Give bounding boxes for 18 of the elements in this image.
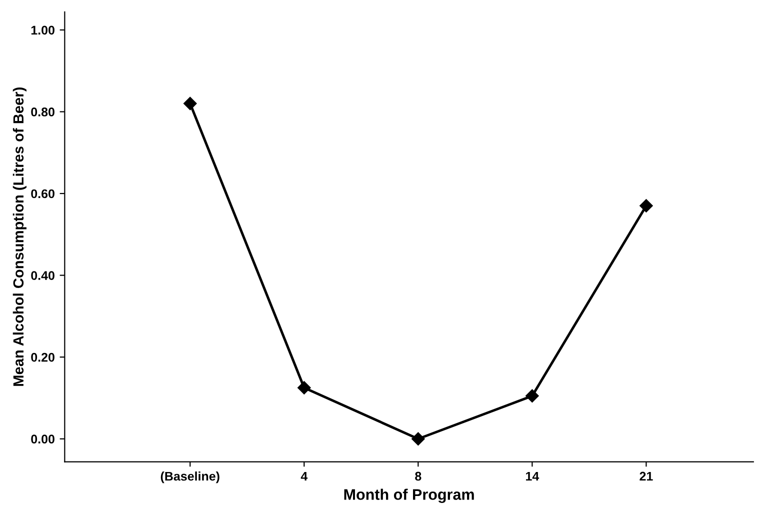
point: [298, 381, 311, 394]
y-tick-label: 0.20: [31, 352, 54, 362]
x-tick-label: 14: [526, 472, 540, 481]
x-tick-label: 21: [640, 472, 653, 481]
x-axis-title: Month of Program: [344, 488, 474, 503]
y-tick-label: 0.80: [31, 108, 54, 116]
x-tick-label: 8: [415, 472, 422, 481]
y-tick-label: 0.40: [31, 271, 54, 280]
y-axis-title: Mean Alcohol Consumption (Litres of Beer): [12, 88, 26, 386]
point: [526, 389, 539, 403]
y-tick-label: 1.00: [31, 26, 54, 35]
point: [184, 96, 197, 110]
y-tick-label: 0.00: [31, 434, 54, 444]
point: [640, 199, 653, 212]
point: [412, 432, 425, 446]
x-tick-label: (Baseline): [160, 471, 220, 484]
x-tick-label: 4: [300, 472, 308, 481]
y-tick-label: 0.60: [31, 189, 54, 198]
